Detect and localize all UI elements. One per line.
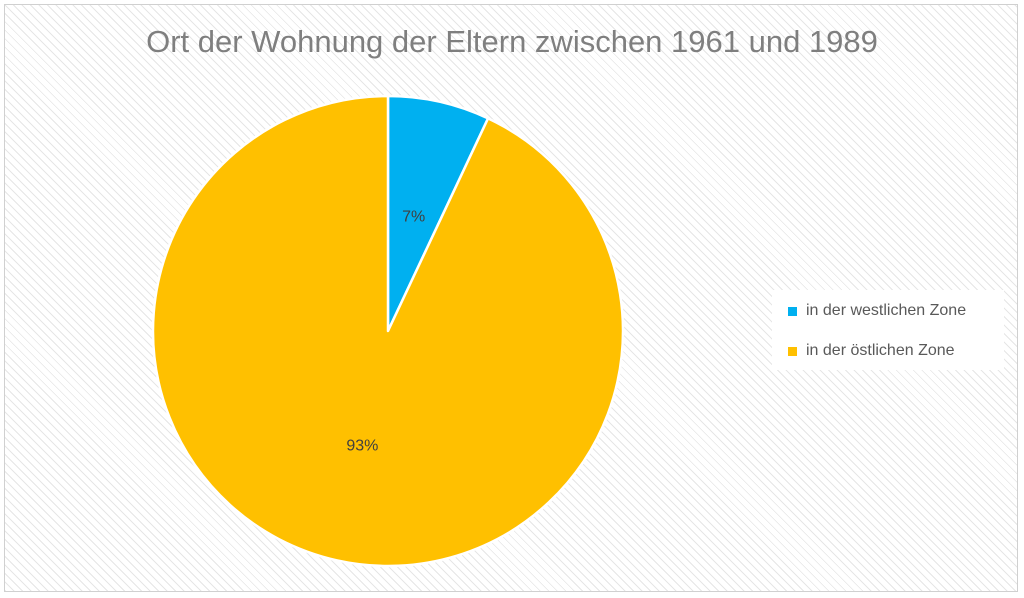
legend-swatch-westlich xyxy=(788,306,797,316)
pie-slices xyxy=(151,94,625,568)
legend-label-westlich: in der westlichen Zone xyxy=(806,302,967,319)
pie-slice-westlich xyxy=(386,94,490,333)
pie-data-labels: 7% 93% xyxy=(346,208,425,454)
data-label-oestlich: 93% xyxy=(346,438,378,455)
pie-slice-oestlich xyxy=(151,94,625,568)
legend: in der westlichen Zone in der östlichen … xyxy=(772,290,1004,370)
legend-item-oestlich: in der östlichen Zone xyxy=(788,342,955,360)
legend-item-westlich: in der westlichen Zone xyxy=(788,302,966,320)
legend-label-oestlich: in der östlichen Zone xyxy=(806,342,955,359)
legend-swatch-oestlich xyxy=(788,346,797,356)
chart-title: Ort der Wohnung der Eltern zwischen 1961… xyxy=(146,24,878,59)
data-label-westlich: 7% xyxy=(402,208,425,225)
